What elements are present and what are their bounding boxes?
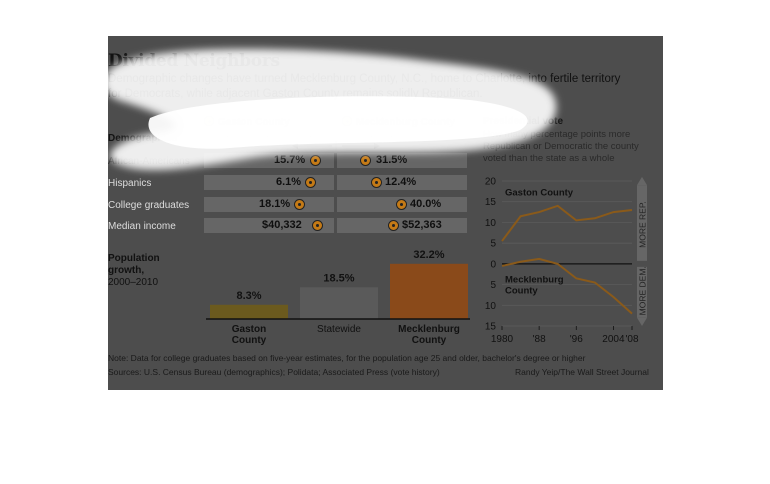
mecklenburg-value: 12.4% (385, 176, 417, 188)
row-label: College graduates (108, 200, 190, 211)
mecklenburg-value: $52,363 (402, 219, 442, 231)
row-label: Median income (108, 221, 176, 232)
graphic-panel: Divided Neighbors Demographic changes ha… (108, 36, 663, 390)
gaston-dot (310, 155, 321, 166)
gaston-dot (294, 199, 305, 210)
gaston-value: 18.1% (259, 198, 291, 210)
vote-y-tick-label: 15 (485, 322, 497, 333)
pop-category-label: County (412, 335, 447, 346)
presidential-desc-1: How many percentage points more (483, 129, 631, 140)
vote-y-tick-label: 5 (490, 280, 496, 291)
gaston-value: $40,332 (262, 219, 302, 231)
pop-bar (210, 304, 288, 319)
population-label-3: 2000–2010 (108, 277, 159, 288)
vote-series-line (501, 204, 633, 242)
vote-y-tick-label: 15 (485, 197, 497, 208)
row-bg-gaston-4 (204, 218, 334, 233)
vote-y-tick-label: 5 (490, 239, 496, 250)
sources: Sources: U.S. Census Bureau (demographic… (108, 367, 440, 377)
pop-bar (390, 263, 468, 319)
legend-gaston: Gaston County (204, 116, 290, 128)
more-rep-arrow-icon (637, 176, 647, 186)
legend-gaston-label: Gaston County (218, 117, 290, 128)
vote-series-line (501, 257, 633, 315)
pop-category-label: Mecklenburg (398, 324, 460, 335)
series-label-mecklenburg: Mecklenburg (505, 275, 564, 286)
series-label-mecklenburg-2: County (505, 286, 538, 297)
chart-title: Divided Neighbors (108, 51, 280, 71)
vote-y-tick-label: 10 (485, 218, 497, 229)
pop-category-label: County (232, 335, 267, 346)
vote-y-tick-label: 10 (485, 301, 497, 312)
row-label: African-Americans (108, 156, 190, 167)
gaston-value: 6.1% (276, 176, 302, 188)
subtitle-line-2: for Democrats, while adjacent Gaston Cou… (108, 88, 483, 100)
mecklenburg-dot (371, 177, 382, 188)
mecklenburg-dot (388, 220, 399, 231)
gaston-dot (305, 177, 316, 188)
subtitle-line-1: Demographic changes have turned Mecklenb… (108, 73, 621, 85)
demographics-heading: Demographics (108, 133, 178, 144)
gaston-dot (312, 220, 323, 231)
more-dem-bar (637, 266, 647, 318)
gaston-marker-icon (204, 116, 214, 126)
credit: Randy Yeip/The Wall Street Journal (515, 367, 649, 377)
row-bg-meck-4 (337, 218, 467, 233)
presidential-heading: Presidential vote (483, 116, 564, 127)
mecklenburg-dot (360, 155, 371, 166)
vote-x-tick-label: 2004 (602, 334, 625, 345)
row-label: Hispanics (108, 178, 152, 189)
presidential-desc-3: voted than the state as a whole (483, 153, 615, 164)
legend-mecklenburg: Mecklenburg County (342, 116, 455, 128)
more-dem-arrow-icon (637, 317, 647, 326)
population-label-1: Population (108, 253, 160, 264)
direction-arrows (292, 141, 380, 151)
legend-mecklenburg-label: Mecklenburg County (356, 117, 455, 128)
pop-value-label: 18.5% (323, 272, 354, 284)
pop-bar (300, 287, 378, 319)
more-dem-label: MORE DEM. (638, 266, 648, 315)
mecklenburg-value: 40.0% (410, 198, 442, 210)
row-bg-meck-2 (337, 175, 467, 190)
series-label-gaston: Gaston County (505, 188, 574, 199)
vote-x-tick-label: '96 (570, 334, 583, 345)
gaston-value: 15.7% (274, 154, 306, 166)
presidential-desc-2: Republican or Democratic the county (483, 141, 639, 152)
vote-x-tick-label: '88 (533, 334, 546, 345)
row-bg-gaston-2 (204, 175, 334, 190)
pop-value-label: 8.3% (236, 290, 261, 302)
population-label-2: growth, (108, 265, 145, 276)
population-growth-chart: 8.3%GastonCounty18.5%Statewide32.2%Meckl… (206, 249, 470, 346)
vote-y-tick-label: 0 (490, 259, 496, 270)
vote-x-tick-label: 1980 (491, 334, 514, 345)
vote-x-tick-label: '08 (625, 334, 638, 345)
pop-category-label: Gaston (232, 324, 266, 335)
footnote: Note: Data for college graduates based o… (108, 353, 586, 363)
mecklenburg-dot (396, 199, 407, 210)
pop-value-label: 32.2% (413, 249, 444, 261)
more-rep-label: MORE REP. (638, 201, 648, 248)
pop-category-label: Statewide (317, 324, 361, 335)
vote-y-tick-label: 20 (485, 177, 497, 188)
mecklenburg-marker-icon (342, 116, 352, 126)
more-rep-bar (637, 185, 647, 261)
mecklenburg-value: 31.5% (376, 154, 408, 166)
